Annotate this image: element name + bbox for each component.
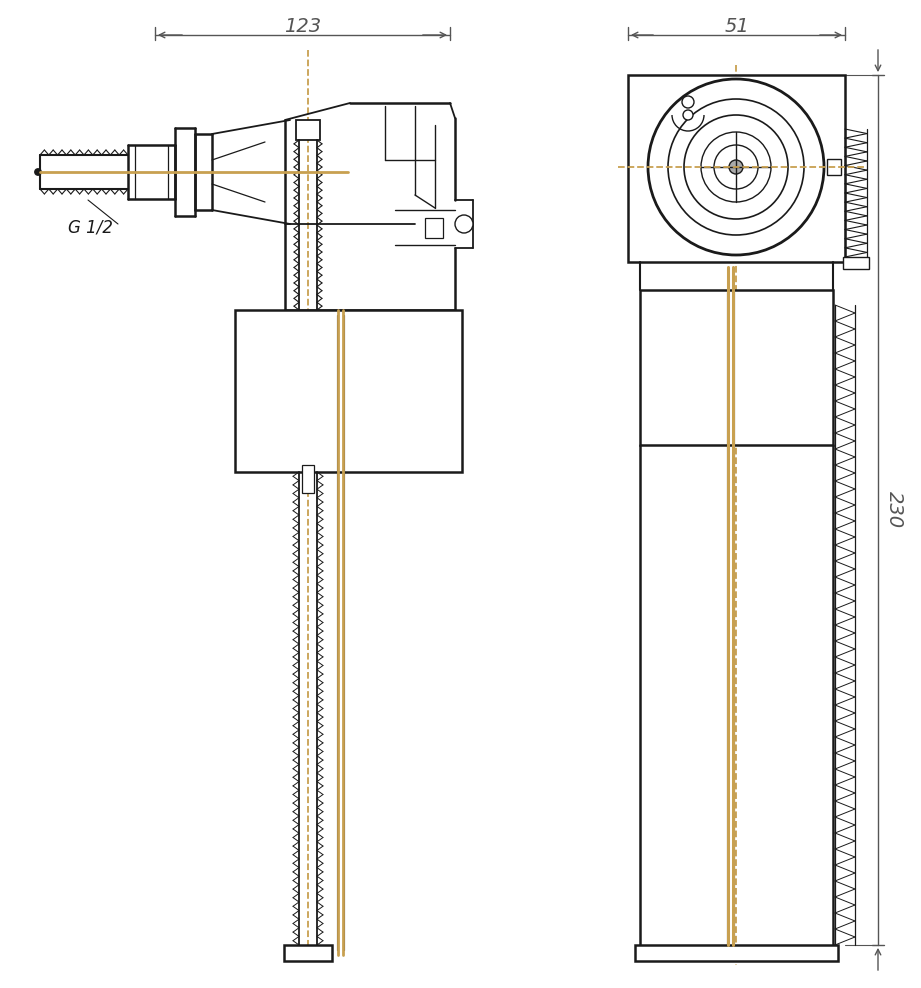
Text: 123: 123 [284, 18, 321, 37]
Circle shape [682, 96, 694, 108]
Bar [296, 120, 320, 140]
Text: G 1/2: G 1/2 [68, 219, 113, 237]
Circle shape [729, 160, 743, 174]
Bar [640, 290, 833, 445]
Circle shape [648, 79, 824, 255]
Circle shape [701, 132, 771, 202]
Text: 230: 230 [884, 491, 904, 529]
Bar [827, 159, 841, 175]
Circle shape [668, 99, 804, 235]
Circle shape [714, 145, 758, 189]
Circle shape [35, 169, 41, 175]
Bar [302, 465, 314, 493]
Bar [284, 945, 332, 961]
Circle shape [683, 110, 693, 120]
Text: 51: 51 [724, 18, 749, 37]
Bar [635, 945, 838, 961]
Circle shape [455, 215, 473, 233]
Circle shape [684, 115, 788, 219]
Bar [843, 257, 869, 269]
Bar [235, 310, 462, 472]
Bar [628, 75, 845, 262]
Bar [425, 218, 443, 238]
